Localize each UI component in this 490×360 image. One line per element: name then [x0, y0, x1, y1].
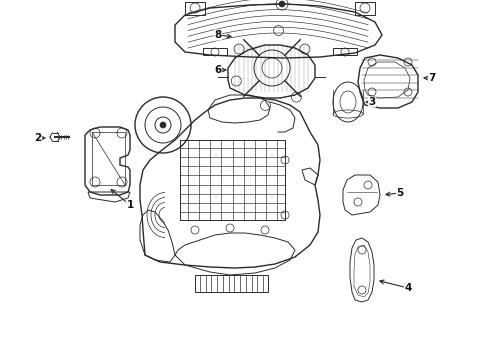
Circle shape	[279, 1, 285, 7]
Text: 4: 4	[404, 283, 412, 293]
Text: 1: 1	[126, 200, 134, 210]
Text: 3: 3	[368, 97, 376, 107]
Text: 5: 5	[396, 188, 404, 198]
Text: 8: 8	[215, 30, 221, 40]
Text: 7: 7	[428, 73, 436, 83]
Text: 2: 2	[34, 133, 42, 143]
Text: 6: 6	[215, 65, 221, 75]
Circle shape	[160, 122, 166, 128]
